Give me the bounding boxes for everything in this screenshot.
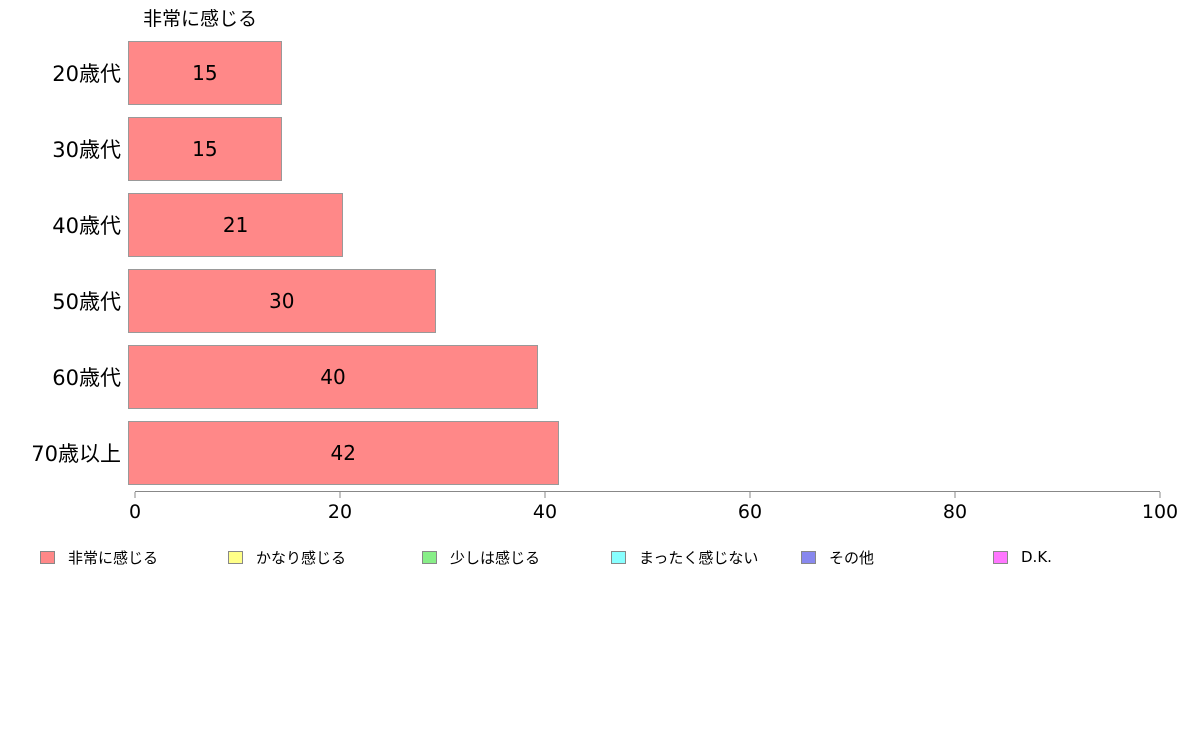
tick-label: 60 [737,501,763,523]
tick-label: 20 [327,501,353,523]
tick-mark [134,492,136,498]
legend-swatch [422,550,437,564]
legend: 非常に感じる かなり感じる 少しは感じる まったく感じない その他 D.K. [0,546,1188,568]
category-label: 60歳代 [52,366,121,390]
bar-row: 40歳代 21 [0,187,1160,263]
bar: 21 [128,193,344,257]
bar-value-label: 42 [330,441,356,465]
legend-label: その他 [829,548,875,567]
bar-row: 70歳以上 42 [0,415,1160,491]
bar-track: 42 [128,421,1153,485]
legend-swatch [611,550,626,564]
legend-label: 少しは感じる [450,548,541,567]
bar-track: 15 [128,117,1153,181]
legend-label: D.K. [1021,548,1052,566]
legend-swatch [801,550,816,564]
bar-track: 21 [128,193,1153,257]
bar-chart-plot-area: 20歳代 15 30歳代 15 40歳代 21 50 [0,35,1160,491]
legend-swatch [40,550,55,564]
category-label: 30歳代 [52,138,121,162]
bar-track: 40 [128,345,1153,409]
bar-row: 30歳代 15 [0,111,1160,187]
bar-track: 15 [128,41,1153,105]
x-axis: 0 20 40 60 80 100 [129,491,1178,523]
legend-item: 少しは感じる [422,546,540,568]
bar: 30 [128,269,436,333]
tick-label: 0 [128,501,142,523]
legend-swatch [993,550,1008,564]
bar-value-label: 40 [320,365,346,389]
legend-item: まったく感じない [611,546,758,568]
legend-item: 非常に感じる [40,546,158,568]
bar-value-label: 15 [192,61,218,85]
tick-mark [544,492,546,498]
bar-value-label: 15 [192,137,218,161]
tick-mark [749,492,751,498]
category-label: 70歳以上 [31,442,121,466]
legend-item: D.K. [993,546,1052,568]
tick-label: 80 [942,501,968,523]
bar: 15 [128,41,282,105]
bar: 15 [128,117,282,181]
tick-label: 40 [532,501,558,523]
bar-value-label: 30 [269,289,295,313]
chart-title: 非常に感じる [143,8,258,30]
category-label: 40歳代 [52,214,121,238]
legend-swatch [228,550,243,564]
legend-item: かなり感じる [228,546,346,568]
category-label: 20歳代 [52,62,121,86]
category-label: 50歳代 [52,290,121,314]
bar-row: 50歳代 30 [0,263,1160,339]
legend-label: 非常に感じる [68,548,159,567]
bar-track: 30 [128,269,1153,333]
legend-label: かなり感じる [256,548,347,567]
bar: 40 [128,345,538,409]
bar-row: 20歳代 15 [0,35,1160,111]
legend-label: まったく感じない [639,548,759,567]
tick-mark [1159,492,1161,498]
tick-label: 100 [1141,501,1179,523]
tick-mark [339,492,341,498]
legend-item: その他 [801,546,874,568]
bar-value-label: 21 [222,213,249,237]
bar: 42 [128,421,559,485]
tick-mark [954,492,956,498]
bar-row: 60歳代 40 [0,339,1160,415]
